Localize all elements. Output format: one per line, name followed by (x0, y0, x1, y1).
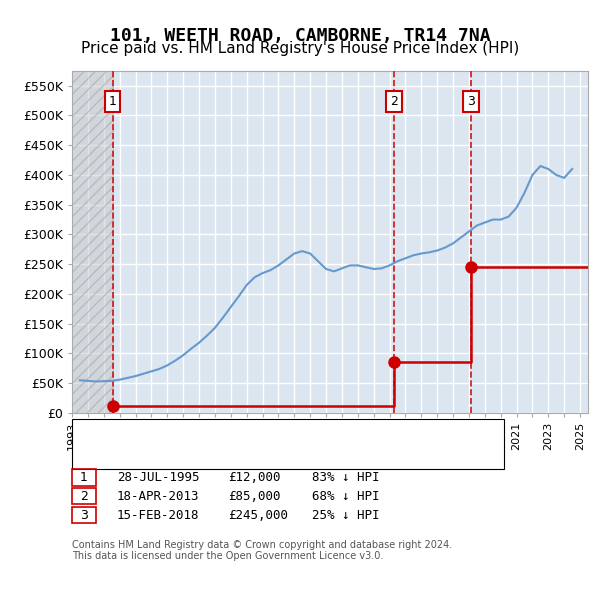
Text: 1: 1 (80, 471, 88, 484)
Text: ——: —— (93, 431, 131, 448)
Text: 25% ↓ HPI: 25% ↓ HPI (312, 509, 380, 522)
Text: 3: 3 (467, 95, 475, 108)
Text: 2: 2 (390, 95, 398, 108)
Text: £85,000: £85,000 (228, 490, 281, 503)
Text: 28-JUL-1995: 28-JUL-1995 (117, 471, 199, 484)
Text: 2: 2 (80, 490, 88, 503)
Text: 3: 3 (80, 509, 88, 522)
Text: 15-FEB-2018: 15-FEB-2018 (117, 509, 199, 522)
Bar (72, 71, 113, 413)
Text: Price paid vs. HM Land Registry's House Price Index (HPI): Price paid vs. HM Land Registry's House … (81, 41, 519, 56)
Text: £12,000: £12,000 (228, 471, 281, 484)
Text: 18-APR-2013: 18-APR-2013 (117, 490, 199, 503)
Text: ——: —— (93, 417, 131, 435)
Text: £245,000: £245,000 (228, 509, 288, 522)
Text: 101, WEETH ROAD, CAMBORNE, TR14 7NA: 101, WEETH ROAD, CAMBORNE, TR14 7NA (110, 27, 490, 45)
Text: 101, WEETH ROAD, CAMBORNE, TR14 7NA (detached house): 101, WEETH ROAD, CAMBORNE, TR14 7NA (det… (129, 421, 469, 431)
Text: 83% ↓ HPI: 83% ↓ HPI (312, 471, 380, 484)
Text: 68% ↓ HPI: 68% ↓ HPI (312, 490, 380, 503)
Text: Contains HM Land Registry data © Crown copyright and database right 2024.
This d: Contains HM Land Registry data © Crown c… (72, 540, 452, 562)
Text: HPI: Average price, detached house, Cornwall: HPI: Average price, detached house, Corn… (129, 435, 383, 444)
Text: 1: 1 (109, 95, 117, 108)
